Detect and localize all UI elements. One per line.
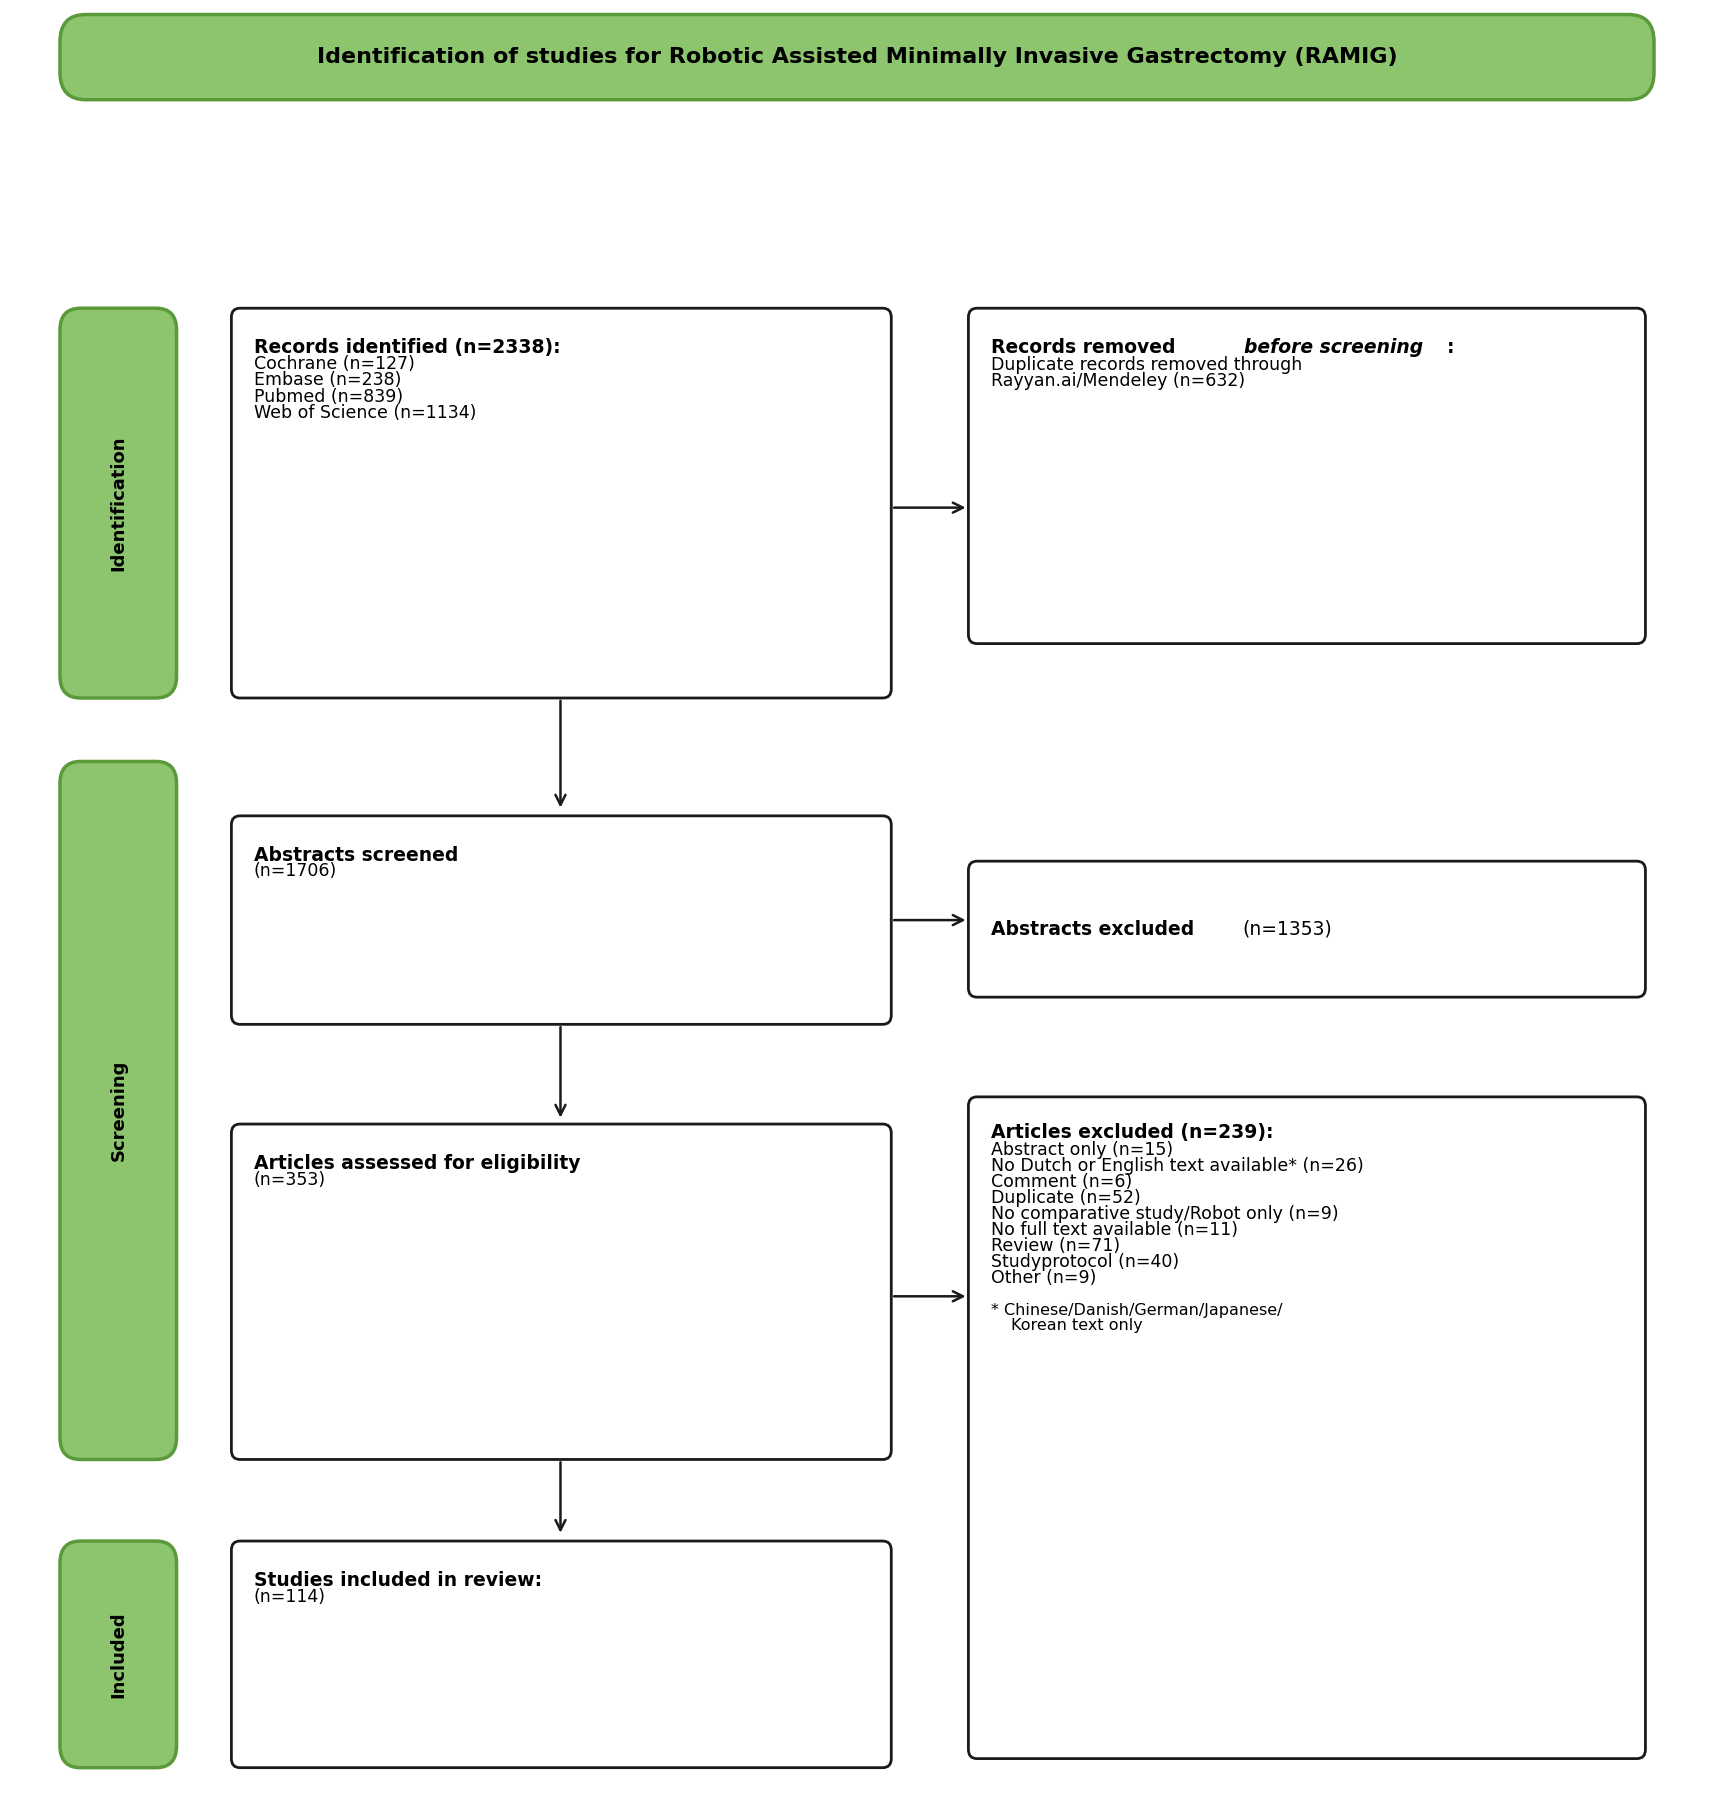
Text: Comment (n=6): Comment (n=6) <box>991 1173 1131 1191</box>
FancyBboxPatch shape <box>968 308 1645 644</box>
Text: Duplicate records removed through: Duplicate records removed through <box>991 355 1303 373</box>
FancyBboxPatch shape <box>60 308 177 698</box>
FancyBboxPatch shape <box>968 1097 1645 1759</box>
FancyBboxPatch shape <box>231 1541 891 1768</box>
Text: :: : <box>1447 339 1453 357</box>
Text: Cochrane (n=127): Cochrane (n=127) <box>254 355 415 373</box>
Text: before screening: before screening <box>1244 339 1424 357</box>
Text: Web of Science (n=1134): Web of Science (n=1134) <box>254 404 476 422</box>
FancyBboxPatch shape <box>968 861 1645 997</box>
Text: No comparative study/Robot only (n=9): No comparative study/Robot only (n=9) <box>991 1204 1339 1222</box>
Text: (n=114): (n=114) <box>254 1588 326 1606</box>
Text: Included: Included <box>110 1612 127 1697</box>
Text: Duplicate (n=52): Duplicate (n=52) <box>991 1189 1140 1207</box>
Text: Records identified (n=2338):: Records identified (n=2338): <box>254 339 560 357</box>
Text: Articles excluded (n=239):: Articles excluded (n=239): <box>991 1124 1274 1142</box>
Text: No Dutch or English text available* (n=26): No Dutch or English text available* (n=2… <box>991 1157 1363 1175</box>
FancyBboxPatch shape <box>60 1541 177 1768</box>
Text: (n=1353): (n=1353) <box>1243 919 1332 939</box>
FancyBboxPatch shape <box>231 1124 891 1459</box>
Text: Pubmed (n=839): Pubmed (n=839) <box>254 388 403 406</box>
Text: Identification of studies for Robotic Assisted Minimally Invasive Gastrectomy (R: Identification of studies for Robotic As… <box>317 47 1397 67</box>
Text: Identification: Identification <box>110 435 127 571</box>
Text: Abstract only (n=15): Abstract only (n=15) <box>991 1140 1172 1159</box>
Text: Review (n=71): Review (n=71) <box>991 1236 1119 1255</box>
FancyBboxPatch shape <box>231 816 891 1024</box>
Text: Studies included in review:: Studies included in review: <box>254 1572 542 1590</box>
Text: Screening: Screening <box>110 1061 127 1160</box>
Text: No full text available (n=11): No full text available (n=11) <box>991 1220 1238 1238</box>
Text: (n=353): (n=353) <box>254 1171 326 1189</box>
Text: (n=1706): (n=1706) <box>254 863 338 881</box>
FancyBboxPatch shape <box>60 15 1654 100</box>
Text: Records removed: Records removed <box>991 339 1181 357</box>
Text: Rayyan.ai/Mendeley (n=632): Rayyan.ai/Mendeley (n=632) <box>991 372 1244 390</box>
FancyBboxPatch shape <box>231 308 891 698</box>
Text: Other (n=9): Other (n=9) <box>991 1269 1095 1287</box>
Text: Abstracts excluded: Abstracts excluded <box>991 919 1200 939</box>
Text: Embase (n=238): Embase (n=238) <box>254 372 401 390</box>
Text: Korean text only: Korean text only <box>1011 1318 1143 1333</box>
Text: Articles assessed for eligibility: Articles assessed for eligibility <box>254 1155 579 1173</box>
FancyBboxPatch shape <box>60 761 177 1459</box>
Text: Abstracts screened: Abstracts screened <box>254 847 458 865</box>
Text: Studyprotocol (n=40): Studyprotocol (n=40) <box>991 1253 1179 1271</box>
Text: * Chinese/Danish/German/Japanese/: * Chinese/Danish/German/Japanese/ <box>991 1304 1282 1318</box>
